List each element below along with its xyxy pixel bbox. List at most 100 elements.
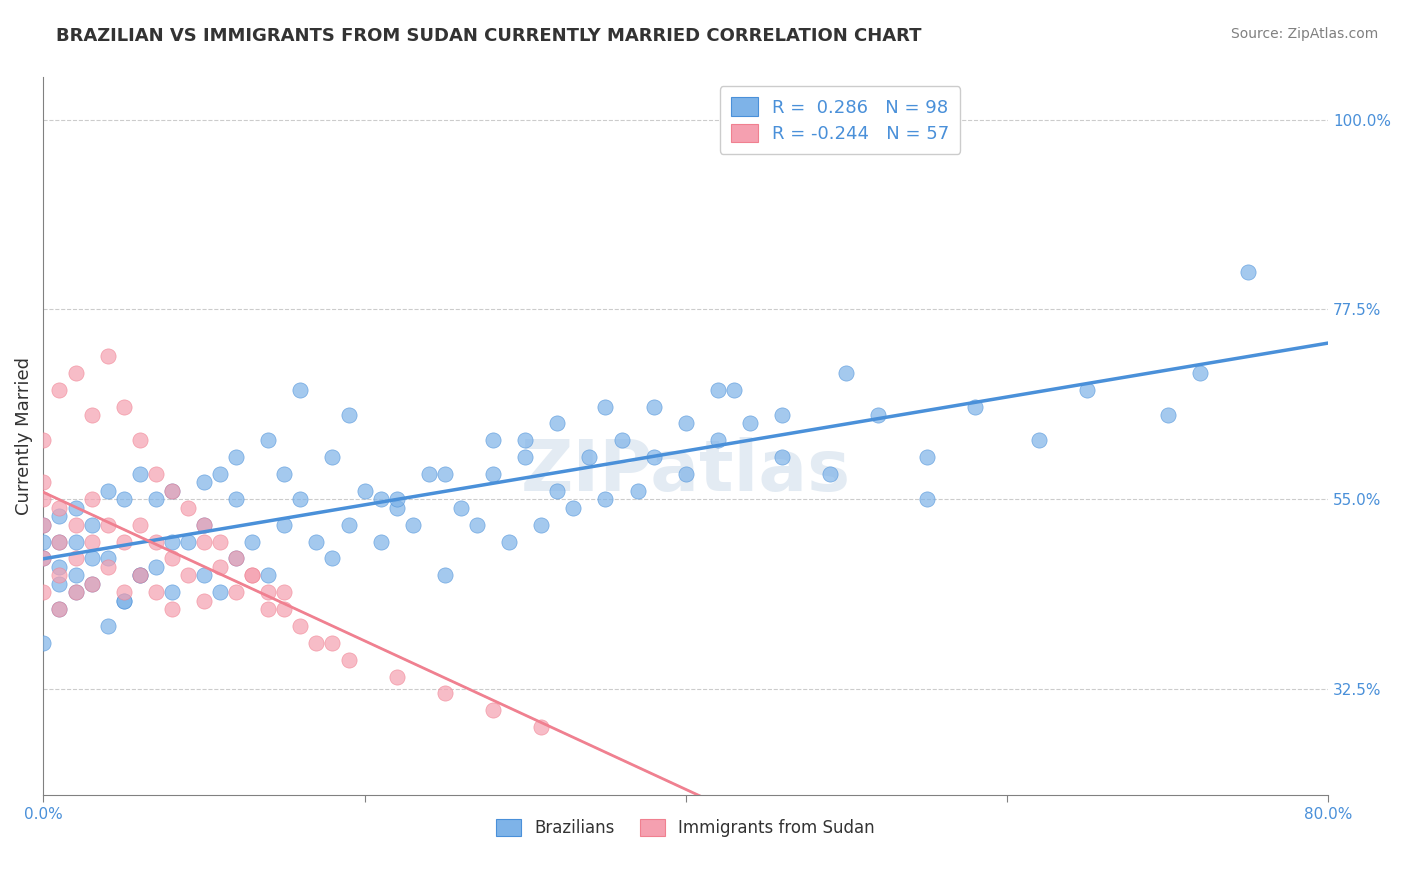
Point bbox=[65, 366, 87, 380]
Point bbox=[145, 560, 167, 574]
Point bbox=[128, 467, 150, 481]
Point bbox=[48, 509, 70, 524]
Legend: Brazilians, Immigrants from Sudan: Brazilians, Immigrants from Sudan bbox=[489, 813, 882, 844]
Point bbox=[112, 492, 135, 507]
Point bbox=[770, 450, 793, 465]
Point bbox=[32, 551, 55, 566]
Point bbox=[112, 593, 135, 607]
Point bbox=[80, 576, 103, 591]
Point bbox=[97, 483, 120, 498]
Point bbox=[32, 492, 55, 507]
Point bbox=[80, 551, 103, 566]
Text: Source: ZipAtlas.com: Source: ZipAtlas.com bbox=[1230, 27, 1378, 41]
Point bbox=[290, 492, 312, 507]
Point bbox=[65, 500, 87, 515]
Point bbox=[770, 408, 793, 422]
Point bbox=[48, 383, 70, 397]
Point bbox=[915, 492, 938, 507]
Point bbox=[97, 619, 120, 633]
Point bbox=[321, 450, 343, 465]
Point bbox=[209, 585, 232, 599]
Point bbox=[145, 585, 167, 599]
Point bbox=[385, 492, 408, 507]
Point bbox=[80, 534, 103, 549]
Point bbox=[385, 500, 408, 515]
Point bbox=[65, 585, 87, 599]
Point bbox=[145, 492, 167, 507]
Point bbox=[1237, 264, 1260, 278]
Point bbox=[337, 408, 360, 422]
Point bbox=[177, 568, 200, 582]
Point bbox=[240, 534, 263, 549]
Point bbox=[160, 585, 183, 599]
Point bbox=[32, 517, 55, 532]
Point bbox=[273, 517, 295, 532]
Point bbox=[337, 653, 360, 667]
Point bbox=[1188, 366, 1211, 380]
Point bbox=[128, 568, 150, 582]
Text: BRAZILIAN VS IMMIGRANTS FROM SUDAN CURRENTLY MARRIED CORRELATION CHART: BRAZILIAN VS IMMIGRANTS FROM SUDAN CURRE… bbox=[56, 27, 922, 45]
Point bbox=[48, 560, 70, 574]
Point bbox=[32, 434, 55, 448]
Point bbox=[193, 568, 215, 582]
Point bbox=[128, 434, 150, 448]
Point bbox=[160, 483, 183, 498]
Point bbox=[530, 720, 553, 734]
Point bbox=[145, 534, 167, 549]
Point bbox=[32, 551, 55, 566]
Point bbox=[225, 585, 247, 599]
Point bbox=[482, 434, 505, 448]
Point bbox=[273, 602, 295, 616]
Point bbox=[915, 450, 938, 465]
Point bbox=[385, 669, 408, 683]
Point bbox=[193, 593, 215, 607]
Point bbox=[963, 400, 986, 414]
Point bbox=[48, 576, 70, 591]
Point bbox=[160, 534, 183, 549]
Point bbox=[209, 560, 232, 574]
Point bbox=[128, 517, 150, 532]
Point bbox=[820, 467, 842, 481]
Text: ZIPatlas: ZIPatlas bbox=[520, 437, 851, 507]
Point bbox=[32, 585, 55, 599]
Point bbox=[225, 551, 247, 566]
Point bbox=[97, 551, 120, 566]
Point bbox=[305, 636, 328, 650]
Point bbox=[48, 602, 70, 616]
Point bbox=[240, 568, 263, 582]
Point bbox=[626, 483, 648, 498]
Point bbox=[193, 517, 215, 532]
Point bbox=[177, 534, 200, 549]
Point bbox=[177, 500, 200, 515]
Point bbox=[257, 434, 280, 448]
Point bbox=[610, 434, 633, 448]
Point bbox=[32, 517, 55, 532]
Point bbox=[370, 492, 392, 507]
Point bbox=[112, 585, 135, 599]
Point bbox=[273, 585, 295, 599]
Point bbox=[97, 560, 120, 574]
Point bbox=[225, 492, 247, 507]
Point bbox=[465, 517, 488, 532]
Point bbox=[353, 483, 375, 498]
Point bbox=[738, 417, 761, 431]
Point bbox=[160, 551, 183, 566]
Point bbox=[675, 467, 697, 481]
Point bbox=[675, 417, 697, 431]
Point bbox=[546, 417, 568, 431]
Point bbox=[290, 383, 312, 397]
Point bbox=[868, 408, 890, 422]
Point bbox=[321, 551, 343, 566]
Point bbox=[1028, 434, 1050, 448]
Point bbox=[112, 534, 135, 549]
Point bbox=[482, 703, 505, 717]
Point bbox=[433, 686, 456, 700]
Point bbox=[209, 534, 232, 549]
Point bbox=[1076, 383, 1098, 397]
Point bbox=[433, 568, 456, 582]
Point bbox=[835, 366, 858, 380]
Point bbox=[515, 434, 537, 448]
Point bbox=[515, 450, 537, 465]
Point bbox=[193, 517, 215, 532]
Point bbox=[595, 400, 617, 414]
